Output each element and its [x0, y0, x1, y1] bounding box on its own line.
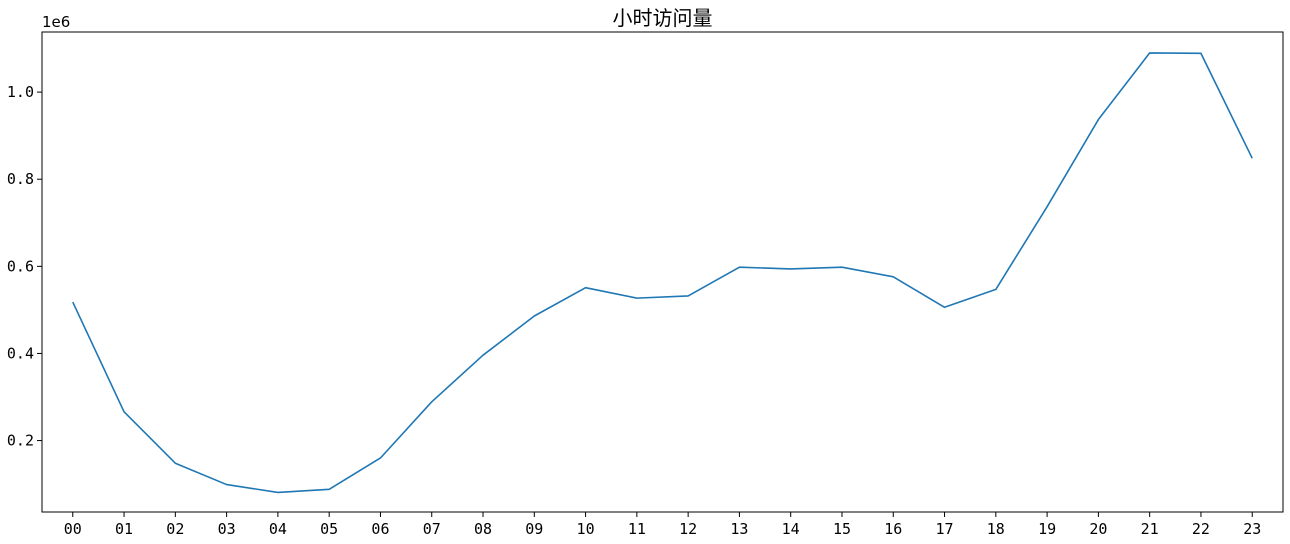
x-tick-label: 11 [628, 520, 646, 538]
x-tick-label: 14 [782, 520, 800, 538]
y-tick-label: 0.2 [7, 432, 34, 450]
y-tick-label: 0.6 [7, 257, 34, 275]
series-line [72, 52, 1253, 494]
y-tick-label: 0.8 [7, 170, 34, 188]
x-tick-label: 04 [269, 520, 287, 538]
x-tick-label: 07 [423, 520, 441, 538]
y-tick-label: 0.4 [7, 344, 34, 362]
x-tick-label: 08 [474, 520, 492, 538]
x-tick-label: 05 [320, 520, 338, 538]
x-tick-label: 17 [936, 520, 954, 538]
x-tick-label: 03 [218, 520, 236, 538]
x-tick-label: 21 [1141, 520, 1159, 538]
x-tick-label: 20 [1089, 520, 1107, 538]
x-tick-label: 16 [884, 520, 902, 538]
series-group [72, 52, 1253, 494]
x-tick-label: 19 [1038, 520, 1056, 538]
x-tick-label: 02 [166, 520, 184, 538]
y-axis: 0.2 0.4 0.6 0.8 1.0 [7, 83, 42, 450]
x-tick-label: 09 [525, 520, 543, 538]
x-tick-label: 12 [679, 520, 697, 538]
x-tick-label: 10 [577, 520, 595, 538]
plot-area [41, 31, 1284, 513]
x-tick-label: 00 [64, 520, 82, 538]
x-tick-label: 01 [115, 520, 133, 538]
chart-title: 小时访问量 [613, 6, 713, 30]
x-tick-label: 15 [833, 520, 851, 538]
y-axis-offset-label: 1e6 [42, 13, 70, 31]
x-tick-label: 18 [987, 520, 1005, 538]
x-tick-label: 22 [1192, 520, 1210, 538]
x-tick-label: 13 [730, 520, 748, 538]
y-tick-label: 1.0 [7, 83, 34, 101]
x-tick-label: 06 [371, 520, 389, 538]
x-tick-label: 23 [1243, 520, 1261, 538]
x-axis: 00 01 02 03 04 05 06 07 08 09 10 11 12 13 14 15 16 17 18 19… [64, 512, 1261, 538]
